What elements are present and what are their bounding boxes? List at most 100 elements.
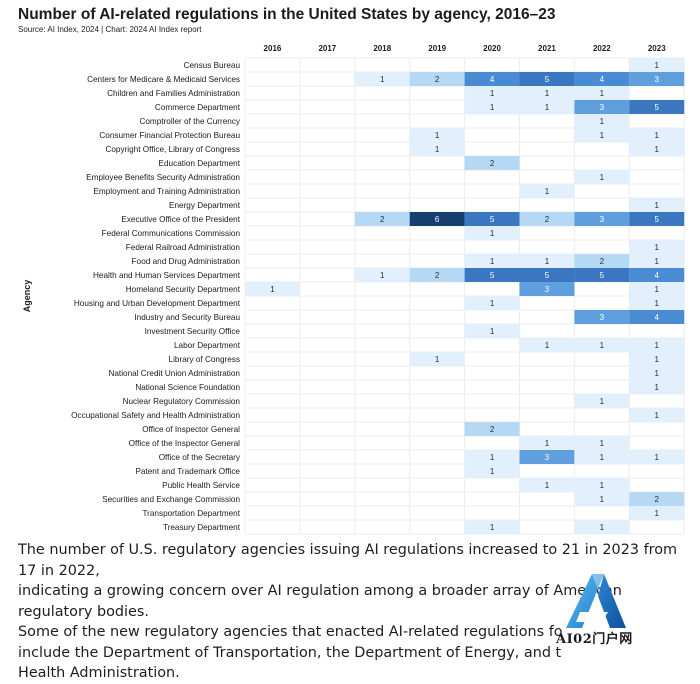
cell-value-label: 1 xyxy=(600,89,605,98)
heatmap-cell xyxy=(519,212,575,226)
cell-value-label: 5 xyxy=(545,271,550,280)
agency-label: Public Health Service xyxy=(162,481,240,490)
cell-value-label: 1 xyxy=(545,89,550,98)
cell-value-label: 1 xyxy=(655,453,660,462)
cell-value-label: 2 xyxy=(435,271,440,280)
heatmap-cell xyxy=(574,170,630,184)
heatmap-cell xyxy=(574,254,630,268)
cell-value-label: 1 xyxy=(655,341,660,350)
heatmap-cell xyxy=(519,100,575,114)
agency-label: Nuclear Regulatory Commission xyxy=(123,397,241,406)
heatmap-cell xyxy=(629,366,685,380)
heatmap-cell xyxy=(245,282,300,296)
cell-value-label: 1 xyxy=(655,257,660,266)
agency-label: Library of Congress xyxy=(169,355,240,364)
cell-value-label: 1 xyxy=(490,467,495,476)
heatmap-cell xyxy=(519,450,575,464)
cell-value-label: 2 xyxy=(600,257,605,266)
agency-label: Patent and Trademark Office xyxy=(135,467,240,476)
heatmap-cell xyxy=(519,184,575,198)
cell-value-label: 1 xyxy=(545,439,550,448)
heatmap-cell xyxy=(464,72,520,86)
cell-value-label: 1 xyxy=(545,187,550,196)
heatmap-cell xyxy=(464,212,520,226)
heatmap-cell xyxy=(629,212,685,226)
heatmap-cell xyxy=(354,212,410,226)
heatmap-cell xyxy=(629,506,685,520)
cell-value-label: 1 xyxy=(600,397,605,406)
cell-value-label: 1 xyxy=(655,145,660,154)
year-label: 2022 xyxy=(593,44,611,53)
agency-label: Comptroller of the Currency xyxy=(139,117,240,126)
heatmap-cell xyxy=(629,282,685,296)
cell-value-label: 1 xyxy=(655,131,660,140)
cell-value-label: 1 xyxy=(655,285,660,294)
heatmap-cell xyxy=(629,58,685,72)
heatmap-cell xyxy=(629,142,685,156)
heatmap-cell xyxy=(574,128,630,142)
heatmap-cell xyxy=(629,254,685,268)
cell-value-label: 5 xyxy=(490,215,495,224)
agency-label: Housing and Urban Development Department xyxy=(74,299,241,308)
cell-value-label: 1 xyxy=(655,355,660,364)
heatmap-cell xyxy=(629,380,685,394)
heatmap-cell xyxy=(574,478,630,492)
heatmap-cell xyxy=(464,520,520,534)
heatmap-cell xyxy=(629,338,685,352)
cell-value-label: 1 xyxy=(600,453,605,462)
heatmap-cell xyxy=(574,100,630,114)
cell-value-label: 4 xyxy=(600,75,605,84)
heatmap-cell xyxy=(409,142,465,156)
year-label: 2023 xyxy=(648,44,666,53)
cell-value-label: 1 xyxy=(545,481,550,490)
heatmap-cell xyxy=(409,352,465,366)
cell-value-label: 2 xyxy=(380,215,385,224)
year-label: 2019 xyxy=(428,44,446,53)
cell-value-label: 5 xyxy=(545,75,550,84)
agency-label: Investment Security Office xyxy=(145,327,241,336)
label-layer: 2016 2017 2018 2019 2020 2021 2022 2023 Census B… xyxy=(71,44,666,532)
heatmap-cell xyxy=(519,436,575,450)
heatmap-cell xyxy=(519,86,575,100)
heatmap-chart: 1 1 2 4 5 4 3 1 1 1 1 1 3 5 1 1 1 1 1 1 2 1 1 1 2 6 5 2 3 5 1 1 1 1 2 1 1 2 5 5… xyxy=(22,44,685,535)
heatmap-cell xyxy=(519,268,575,282)
agency-label: Treasury Department xyxy=(163,523,241,532)
year-label: 2021 xyxy=(538,44,556,53)
heatmap-cell xyxy=(574,212,630,226)
agency-label: Executive Office of the President xyxy=(121,215,240,224)
year-label: 2016 xyxy=(264,44,282,53)
heatmap-cell xyxy=(464,324,520,338)
agency-label: Office of the Inspector General xyxy=(129,439,241,448)
cell-value-label: 1 xyxy=(655,201,660,210)
agency-label: Energy Department xyxy=(169,201,241,210)
cell-value-label: 3 xyxy=(545,285,550,294)
agency-label: Health and Human Services Department xyxy=(93,271,241,280)
heatmap-cell xyxy=(464,450,520,464)
watermark-text: AI02门户网 xyxy=(556,632,633,647)
cell-value-label: 1 xyxy=(600,481,605,490)
agency-label: Food and Drug Administration xyxy=(132,257,241,266)
cell-value-label: 1 xyxy=(655,61,660,70)
heatmap-cell xyxy=(519,254,575,268)
cell-value-label: 1 xyxy=(655,299,660,308)
caption-line-1: The number of U.S. regulatory agencies i… xyxy=(18,542,678,579)
agency-label: Federal Communications Commission xyxy=(102,229,241,238)
heatmap-cell xyxy=(629,296,685,310)
agency-label: Employee Benefits Security Administratio… xyxy=(86,173,240,182)
agency-label: Consumer Financial Protection Bureau xyxy=(99,131,240,140)
cell-value-label: 2 xyxy=(545,215,550,224)
agency-label: Employment and Training Administration xyxy=(93,187,240,196)
heatmap-cell xyxy=(464,156,520,170)
agency-label: Homeland Security Department xyxy=(126,285,241,294)
cell-value-label: 1 xyxy=(655,243,660,252)
heatmap-cell xyxy=(574,520,630,534)
cell-value-label: 1 xyxy=(655,509,660,518)
heatmap-cell xyxy=(519,72,575,86)
caption-line-3: Some of the new regulatory agencies that… xyxy=(18,624,563,640)
heatmap-cell xyxy=(464,464,520,478)
agency-label: Children and Families Administration xyxy=(107,89,240,98)
heatmap-cell xyxy=(464,100,520,114)
heatmap-cell xyxy=(354,72,410,86)
heatmap-cell xyxy=(464,254,520,268)
cell-value-label: 1 xyxy=(600,439,605,448)
